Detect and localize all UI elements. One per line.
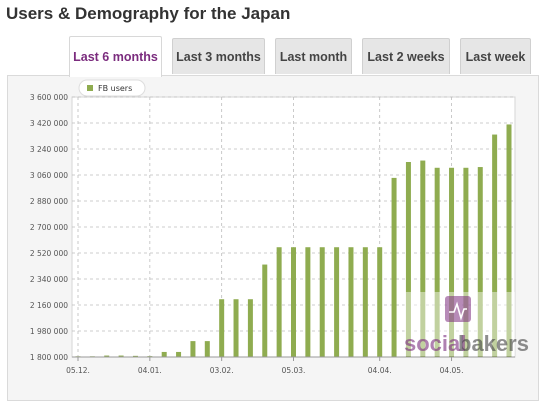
bar bbox=[176, 351, 182, 357]
tab-last-6-months[interactable]: Last 6 months bbox=[69, 36, 162, 77]
y-tick-label: 3 420 000 bbox=[30, 119, 68, 128]
y-tick-label: 3 060 000 bbox=[30, 171, 68, 180]
tab-last-month[interactable]: Last month bbox=[275, 38, 352, 74]
bar bbox=[334, 247, 340, 357]
y-tick-label: 2 340 000 bbox=[30, 275, 68, 284]
y-tick-label: 2 160 000 bbox=[30, 301, 68, 310]
legend-label: FB users bbox=[98, 84, 132, 93]
bar bbox=[262, 264, 268, 357]
bar bbox=[161, 351, 167, 357]
bar bbox=[276, 247, 282, 357]
tab-last-2-weeks[interactable]: Last 2 weeks bbox=[362, 38, 450, 74]
bar bbox=[477, 167, 483, 357]
bar bbox=[362, 247, 368, 357]
x-tick-label: 05.03. bbox=[282, 366, 306, 375]
bar bbox=[420, 160, 426, 357]
x-tick-label: 04.05. bbox=[440, 366, 464, 375]
page-title: Users & Demography for the Japan bbox=[6, 4, 291, 23]
bar bbox=[104, 355, 110, 357]
bar bbox=[506, 124, 512, 357]
bar bbox=[291, 247, 296, 357]
legend-swatch bbox=[87, 85, 93, 91]
bar bbox=[391, 177, 397, 357]
bar bbox=[190, 341, 196, 357]
watermark-brand-bakers: bakers bbox=[458, 331, 529, 356]
bar bbox=[463, 167, 469, 357]
tab-last-week[interactable]: Last week bbox=[460, 38, 531, 74]
bar bbox=[305, 247, 311, 357]
watermark-brand-social: social bbox=[404, 331, 466, 356]
bar bbox=[132, 355, 138, 357]
watermark-pulse-icon bbox=[449, 301, 467, 321]
y-tick-label: 2 880 000 bbox=[30, 197, 68, 206]
y-tick-label: 3 240 000 bbox=[30, 145, 68, 154]
bar bbox=[319, 247, 325, 357]
bar bbox=[247, 299, 253, 357]
legend-box bbox=[78, 79, 146, 97]
y-tick-label: 1 800 000 bbox=[30, 353, 68, 362]
bar bbox=[405, 162, 411, 357]
x-tick-label: 05.12. bbox=[66, 366, 90, 375]
x-tick-label: 03.02. bbox=[210, 366, 234, 375]
x-tick-label: 04.01. bbox=[138, 366, 162, 375]
period-tabs: Last 6 months Last 3 months Last month L… bbox=[0, 36, 550, 77]
bar bbox=[377, 247, 383, 357]
x-tick-label: 04.04. bbox=[368, 366, 392, 375]
y-tick-label: 1 980 000 bbox=[30, 327, 68, 336]
bar bbox=[348, 247, 354, 357]
bar bbox=[118, 355, 124, 357]
y-tick-label: 3 600 000 bbox=[30, 93, 68, 102]
bar bbox=[434, 167, 440, 357]
tab-last-3-months[interactable]: Last 3 months bbox=[172, 38, 265, 74]
bar bbox=[204, 341, 210, 357]
y-tick-label: 2 700 000 bbox=[30, 223, 68, 232]
bar bbox=[233, 299, 239, 357]
bar bbox=[219, 299, 225, 357]
bar bbox=[492, 134, 498, 357]
bar bbox=[449, 167, 455, 357]
y-tick-label: 2 520 000 bbox=[30, 249, 68, 258]
